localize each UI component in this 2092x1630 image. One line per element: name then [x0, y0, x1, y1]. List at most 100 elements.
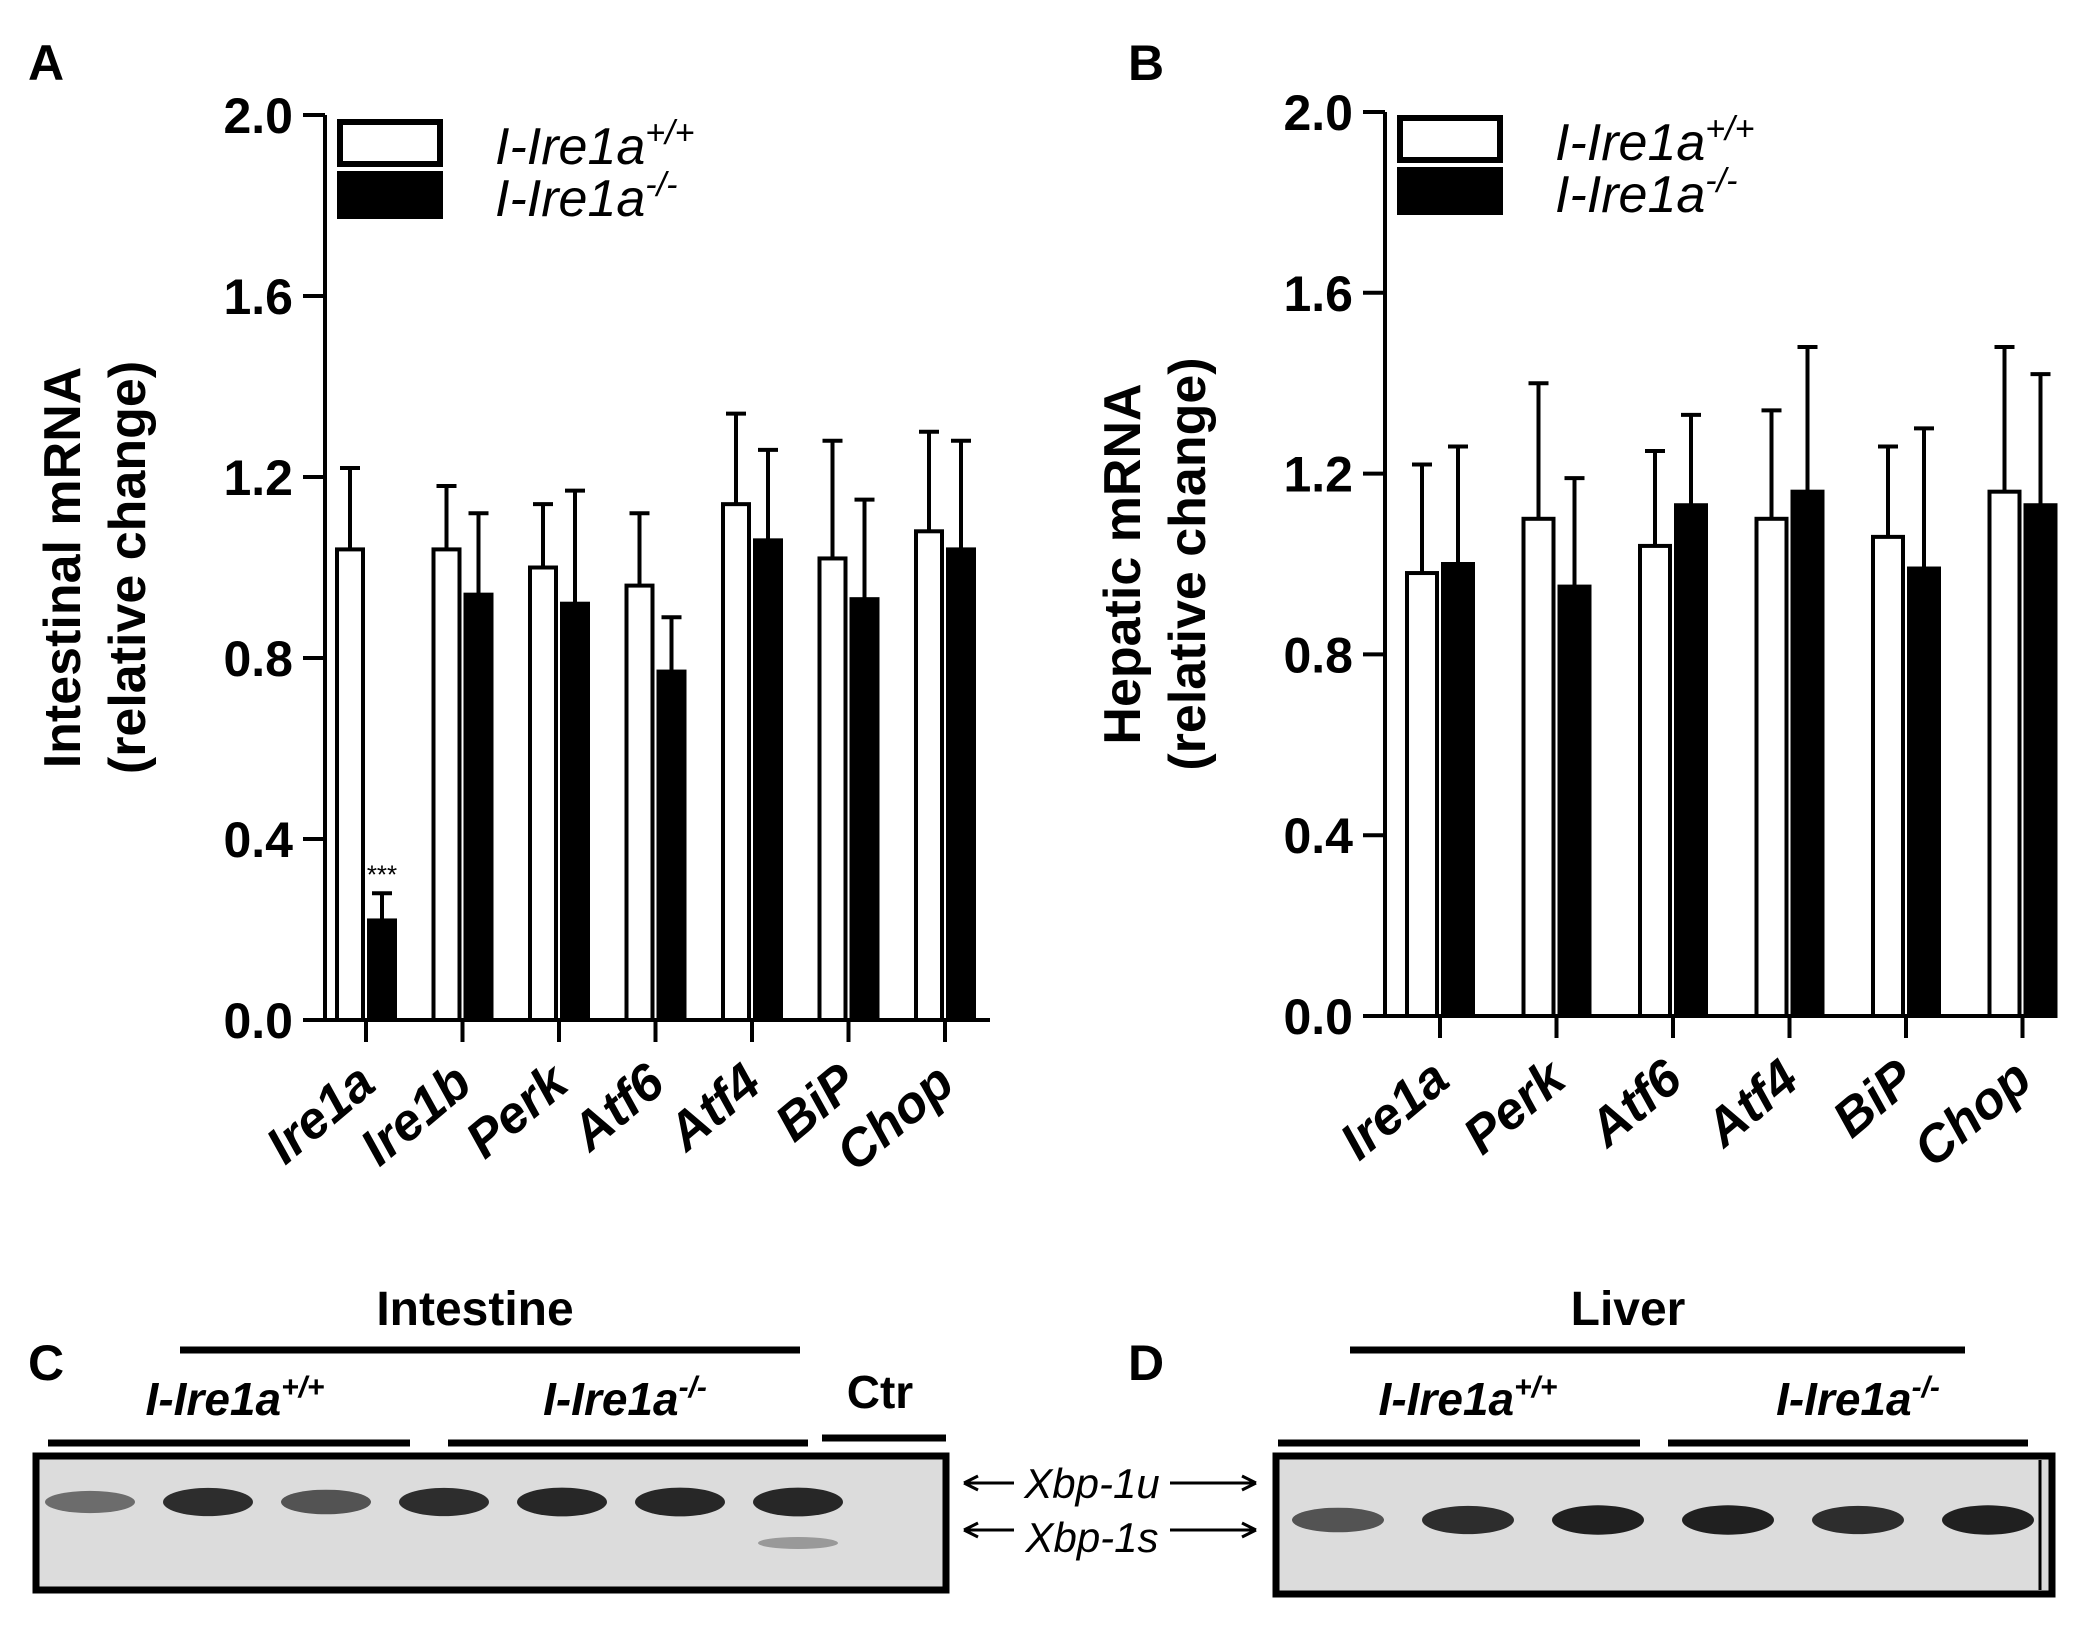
panel-a-legend-swatch-control [337, 119, 443, 167]
panel-c-band-lane-6 [635, 1487, 725, 1517]
panel-b-bar-control-atf6 [1638, 543, 1672, 1018]
panel-c-band-lane-1 [45, 1490, 135, 1514]
panel-a-bar-knockout-ire1b [463, 592, 494, 1023]
panel-c-group1-label: I-Ire1a+/+ [146, 1371, 325, 1425]
panel-a-ytick-label: 2.0 [223, 88, 293, 144]
panel-a-bar-control-perk [528, 565, 558, 1022]
xbp1s-label: Xbp-1s [1024, 1514, 1158, 1561]
panel-d-group2-label: I-Ire1a-/- [1776, 1371, 1940, 1425]
panel-d-bands [1292, 1505, 2034, 1535]
panel-b-bar-control-atf4 [1754, 516, 1789, 1018]
panel-c-band-lane-7 [753, 1487, 843, 1517]
panel-a-xtick-label-ire1a: Ire1a [255, 1053, 385, 1175]
panel-c-group2-label: I-Ire1a-/- [543, 1371, 707, 1425]
panel-b-chart: B Hepatic mRNA (relative change) 0.0 0.4 0… [1094, 35, 2058, 1179]
panel-d-band-lane-4 [1682, 1505, 1774, 1535]
panel-b-ytick-label: 0.0 [1283, 989, 1353, 1045]
panel-a-legend-label-knockout: I-Ire1a-/- [495, 166, 677, 228]
panel-b-bar-control-ire1a [1405, 571, 1439, 1018]
panel-b-legend-label-control: I-Ire1a+/+ [1555, 110, 1754, 172]
panel-a-xtick-label-ire1b: Ire1b [350, 1053, 482, 1177]
panel-c-band-lane-5 [517, 1487, 607, 1517]
panel-b-bar-knockout-atf4 [1790, 489, 1825, 1018]
panel-b-bar-knockout-atf6 [1674, 503, 1708, 1018]
panel-c-band-lane-3 [281, 1489, 371, 1515]
panel-b-xtick-label-atf4: Atf4 [1693, 1049, 1809, 1160]
panel-b-ytick-label: 1.2 [1283, 447, 1353, 503]
xbp1u-label: Xbp-1u [1023, 1460, 1159, 1507]
panel-c-gel: C Intestine I-Ire1a+/+ I-Ire1a-/- Ctr [28, 1283, 950, 1594]
panel-a-bar-control-ire1b [431, 547, 462, 1023]
panel-a-bar-knockout-chop [946, 547, 976, 1023]
panel-c-title: Intestine [376, 1283, 573, 1336]
panel-a-significance-annotation: *** [367, 859, 397, 889]
panel-b-xtick-label-perk: Perk [1453, 1047, 1579, 1166]
panel-d-letter: D [1128, 1335, 1164, 1391]
panel-d-band-lane-1 [1292, 1507, 1384, 1533]
panel-a-bar-control-bip [817, 556, 848, 1022]
panel-c-bands [45, 1487, 843, 1549]
panel-a-chart: A Intestinal mRNA (relative change) 0.0 0… [28, 35, 990, 1183]
xbp1s-right-arrow [1170, 1521, 1257, 1539]
panel-c-band-lane-2 [163, 1487, 253, 1517]
panel-c-letter: C [28, 1335, 64, 1391]
panel-a-ylabel-line1: Intestinal mRNA [34, 367, 92, 769]
panel-b-legend-swatch-control [1397, 115, 1503, 163]
panel-d-band-lane-5 [1812, 1505, 1904, 1535]
panel-b-letter: B [1128, 35, 1164, 91]
panel-c-band-lane-4 [399, 1487, 489, 1517]
panel-b-ylabel-line1: Hepatic mRNA [1094, 383, 1152, 744]
panel-a-ytick-label: 0.8 [223, 631, 293, 687]
panel-b-bar-knockout-chop [2023, 503, 2058, 1018]
panel-a-bar-control-atf6 [624, 583, 655, 1022]
panel-a-legend-swatch-knockout [337, 171, 443, 219]
panel-d-band-lane-6 [1942, 1505, 2034, 1535]
panel-b-ytick-label: 0.8 [1283, 627, 1353, 683]
panel-a-ylabel-line2: (relative change) [99, 361, 157, 774]
panel-d-title: Liver [1571, 1283, 1686, 1336]
panel-b-legend-label-knockout: I-Ire1a-/- [1555, 162, 1737, 224]
panel-a-xtick-label-atf4: Atf4 [655, 1053, 771, 1164]
xbp1u-right-arrow [1170, 1474, 1257, 1492]
panel-d-band-lane-3 [1552, 1505, 1644, 1535]
panel-b-bar-control-perk [1521, 516, 1556, 1018]
panel-a-xtick-label-perk: Perk [455, 1051, 581, 1170]
panel-b-bar-knockout-bip [1907, 566, 1941, 1019]
panel-a-letter: A [28, 35, 64, 91]
xbp1u-left-arrow [963, 1474, 1014, 1492]
panel-b-ytick-label: 0.4 [1283, 808, 1353, 864]
panel-b-xtick-label-atf6: Atf6 [1576, 1048, 1693, 1159]
panel-c-ctr-label: Ctr [847, 1366, 914, 1418]
panel-a-ytick-label: 0.4 [223, 812, 293, 868]
panel-b-bar-knockout-ire1a [1441, 562, 1475, 1018]
panel-a-bar-control-ire1a [335, 547, 365, 1023]
panel-a-ytick-label: 0.0 [223, 993, 293, 1049]
panel-b-legend-swatch-knockout [1397, 167, 1503, 215]
panel-b-ytick-label: 2.0 [1283, 85, 1353, 141]
panel-d-group1-label: I-Ire1a+/+ [1379, 1371, 1558, 1425]
panel-a-bar-knockout-atf4 [753, 538, 783, 1022]
panel-a-bar-control-chop [914, 529, 944, 1022]
panel-a-bar-knockout-bip [849, 597, 880, 1022]
panel-b-bar-control-chop [1987, 489, 2022, 1018]
panel-a-xtick-label-atf6: Atf6 [559, 1052, 676, 1163]
panel-b-bar-knockout-perk [1557, 584, 1592, 1018]
panel-a-ytick-label: 1.2 [223, 450, 293, 506]
panel-d-gel-image [1272, 1452, 2056, 1598]
panel-d-gel: D Liver I-Ire1a+/+ I-Ire1a-/- [1128, 1283, 2056, 1598]
panel-b-ylabel-line2: (relative change) [1159, 357, 1217, 770]
panel-c-ctr-xbp1s-band [758, 1537, 838, 1549]
panel-a-bar-knockout-ire1a [367, 918, 397, 1023]
panel-a-bar-control-atf4 [721, 502, 751, 1022]
panel-a-legend-label-control: I-Ire1a+/+ [495, 114, 694, 176]
xbp1s-left-arrow [963, 1521, 1014, 1539]
panel-b-ytick-label: 1.6 [1283, 266, 1353, 322]
xbp-markers: Xbp-1u Xbp-1s [963, 1460, 1257, 1561]
panel-b-bar-control-bip [1871, 534, 1905, 1018]
panel-a-ytick-label: 1.6 [223, 269, 293, 325]
panel-b-xtick-label-ire1a: Ire1a [1329, 1049, 1459, 1171]
panel-a-bar-knockout-perk [560, 601, 590, 1022]
panel-a-bar-knockout-atf6 [656, 669, 687, 1022]
panel-d-band-lane-2 [1422, 1505, 1514, 1535]
